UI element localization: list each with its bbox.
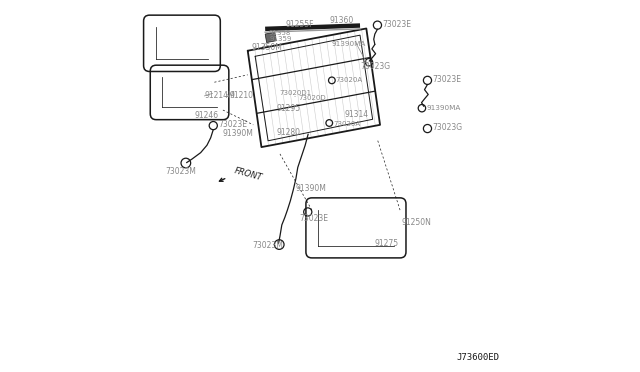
Text: 91390MA: 91390MA (427, 105, 461, 111)
Text: 91314: 91314 (344, 110, 368, 119)
Text: 73020D1: 73020D1 (279, 90, 311, 96)
Text: 91358: 91358 (269, 29, 291, 36)
Text: 73023G: 73023G (360, 62, 390, 71)
Text: 73023M: 73023M (253, 241, 284, 250)
Text: 91246: 91246 (195, 111, 219, 120)
Text: 91390M: 91390M (223, 129, 254, 138)
Text: 91275: 91275 (374, 239, 399, 248)
Text: 91350M: 91350M (252, 43, 283, 52)
Text: 91390MA: 91390MA (332, 41, 366, 46)
Text: 73023G: 73023G (432, 123, 463, 132)
Text: FRONT: FRONT (233, 166, 263, 183)
Text: 73020A: 73020A (333, 121, 360, 127)
Text: J73600ED: J73600ED (457, 353, 500, 362)
Text: 73023M: 73023M (166, 167, 196, 176)
Text: 73020A: 73020A (335, 77, 363, 83)
Text: 91210: 91210 (230, 92, 253, 100)
Text: 91250N: 91250N (401, 218, 431, 227)
Text: 91295: 91295 (276, 104, 300, 113)
Text: 91390M: 91390M (295, 184, 326, 193)
Text: 91359: 91359 (270, 36, 292, 42)
Text: 91280: 91280 (276, 128, 300, 137)
Text: 91360: 91360 (330, 16, 354, 25)
Text: 73023E: 73023E (383, 20, 412, 29)
Text: 73023E: 73023E (432, 75, 461, 84)
Text: 91214M: 91214M (204, 92, 235, 100)
Text: 91255F: 91255F (286, 20, 314, 29)
Text: 73020D: 73020D (298, 95, 326, 101)
Text: 73023E: 73023E (300, 214, 328, 223)
Polygon shape (265, 32, 276, 42)
Text: 73023E: 73023E (218, 121, 247, 129)
